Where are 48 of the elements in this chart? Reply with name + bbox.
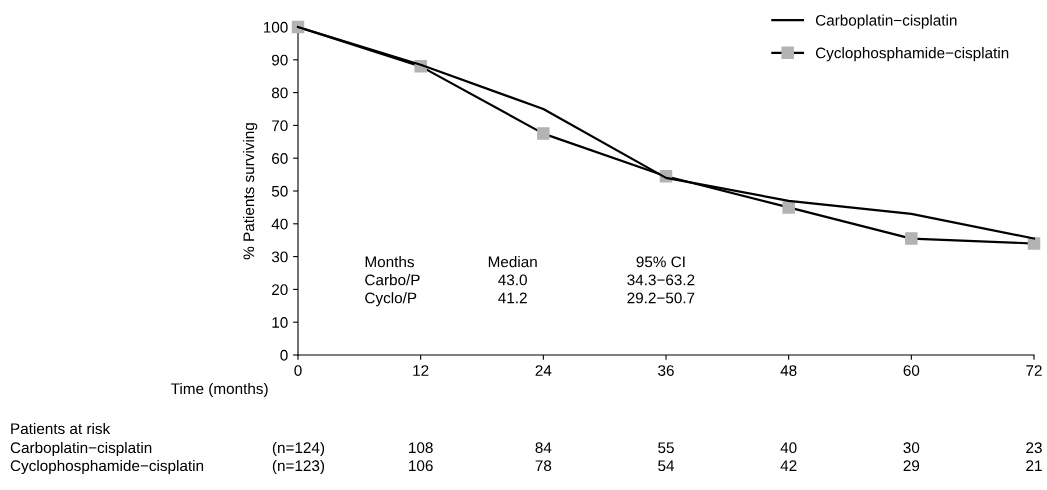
annotation: 41.2: [498, 292, 527, 304]
text: 78: [535, 460, 552, 472]
y-tick-label: 70: [272, 120, 288, 132]
text: 42: [780, 460, 797, 471]
annotation: 95% CI: [636, 256, 685, 268]
text: 30: [903, 442, 920, 454]
x-tick-label: 36: [658, 365, 674, 376]
y-tick-label: 100: [263, 21, 288, 33]
annotation: 29.2−50.7: [627, 292, 695, 304]
y-tick-label: 40: [271, 218, 288, 230]
annotation: Cyclo/P: [365, 292, 417, 307]
text: (n=123): [272, 459, 325, 475]
x-tick-label: 60: [903, 365, 920, 376]
annotation: Carbo/P: [365, 274, 420, 286]
text: 55: [658, 442, 674, 454]
x-tick-label: 24: [535, 365, 552, 376]
text: 84: [535, 442, 552, 454]
y-tick-label: 20: [272, 284, 288, 296]
y-tick-label: 80: [271, 87, 288, 99]
text: 108: [409, 442, 433, 454]
y-tick-label: 60: [272, 153, 288, 164]
x-axis-title: Time (months): [171, 382, 268, 398]
x-tick-label: 48: [780, 365, 797, 376]
text: Patients at risk: [11, 422, 111, 435]
text: (n=124): [272, 441, 325, 457]
text: 40: [780, 442, 797, 454]
y-tick-label: 30: [271, 251, 288, 263]
y-tick-label: 50: [271, 185, 288, 197]
annotation: Months: [365, 256, 414, 268]
text: 54: [658, 460, 675, 472]
x-tick-label: 72: [1026, 365, 1042, 376]
legend-label: Carboplatin−cisplatin: [815, 14, 957, 29]
x-tick-label: 12: [413, 365, 429, 376]
legend-label: Cyclophosphamide−cisplatin: [815, 47, 1009, 62]
y-tick-label: 0: [280, 349, 288, 361]
x-tick-label: 0: [294, 365, 302, 376]
text: 21: [1026, 460, 1042, 471]
y-tick-label: 90: [272, 54, 288, 66]
text: 23: [1026, 442, 1042, 454]
y-axis-title: % Patients surviving: [242, 123, 258, 260]
annotation: 43.0: [498, 274, 527, 286]
text: 29: [903, 460, 920, 472]
text: Carboplatin−cisplatin: [10, 441, 152, 457]
annotation: Median: [488, 256, 537, 268]
text: Cyclophosphamide−cisplatin: [10, 459, 204, 475]
annotation: 34.3−63.2: [627, 274, 695, 286]
y-tick-label: 10: [272, 317, 288, 328]
text: 106: [409, 460, 433, 472]
